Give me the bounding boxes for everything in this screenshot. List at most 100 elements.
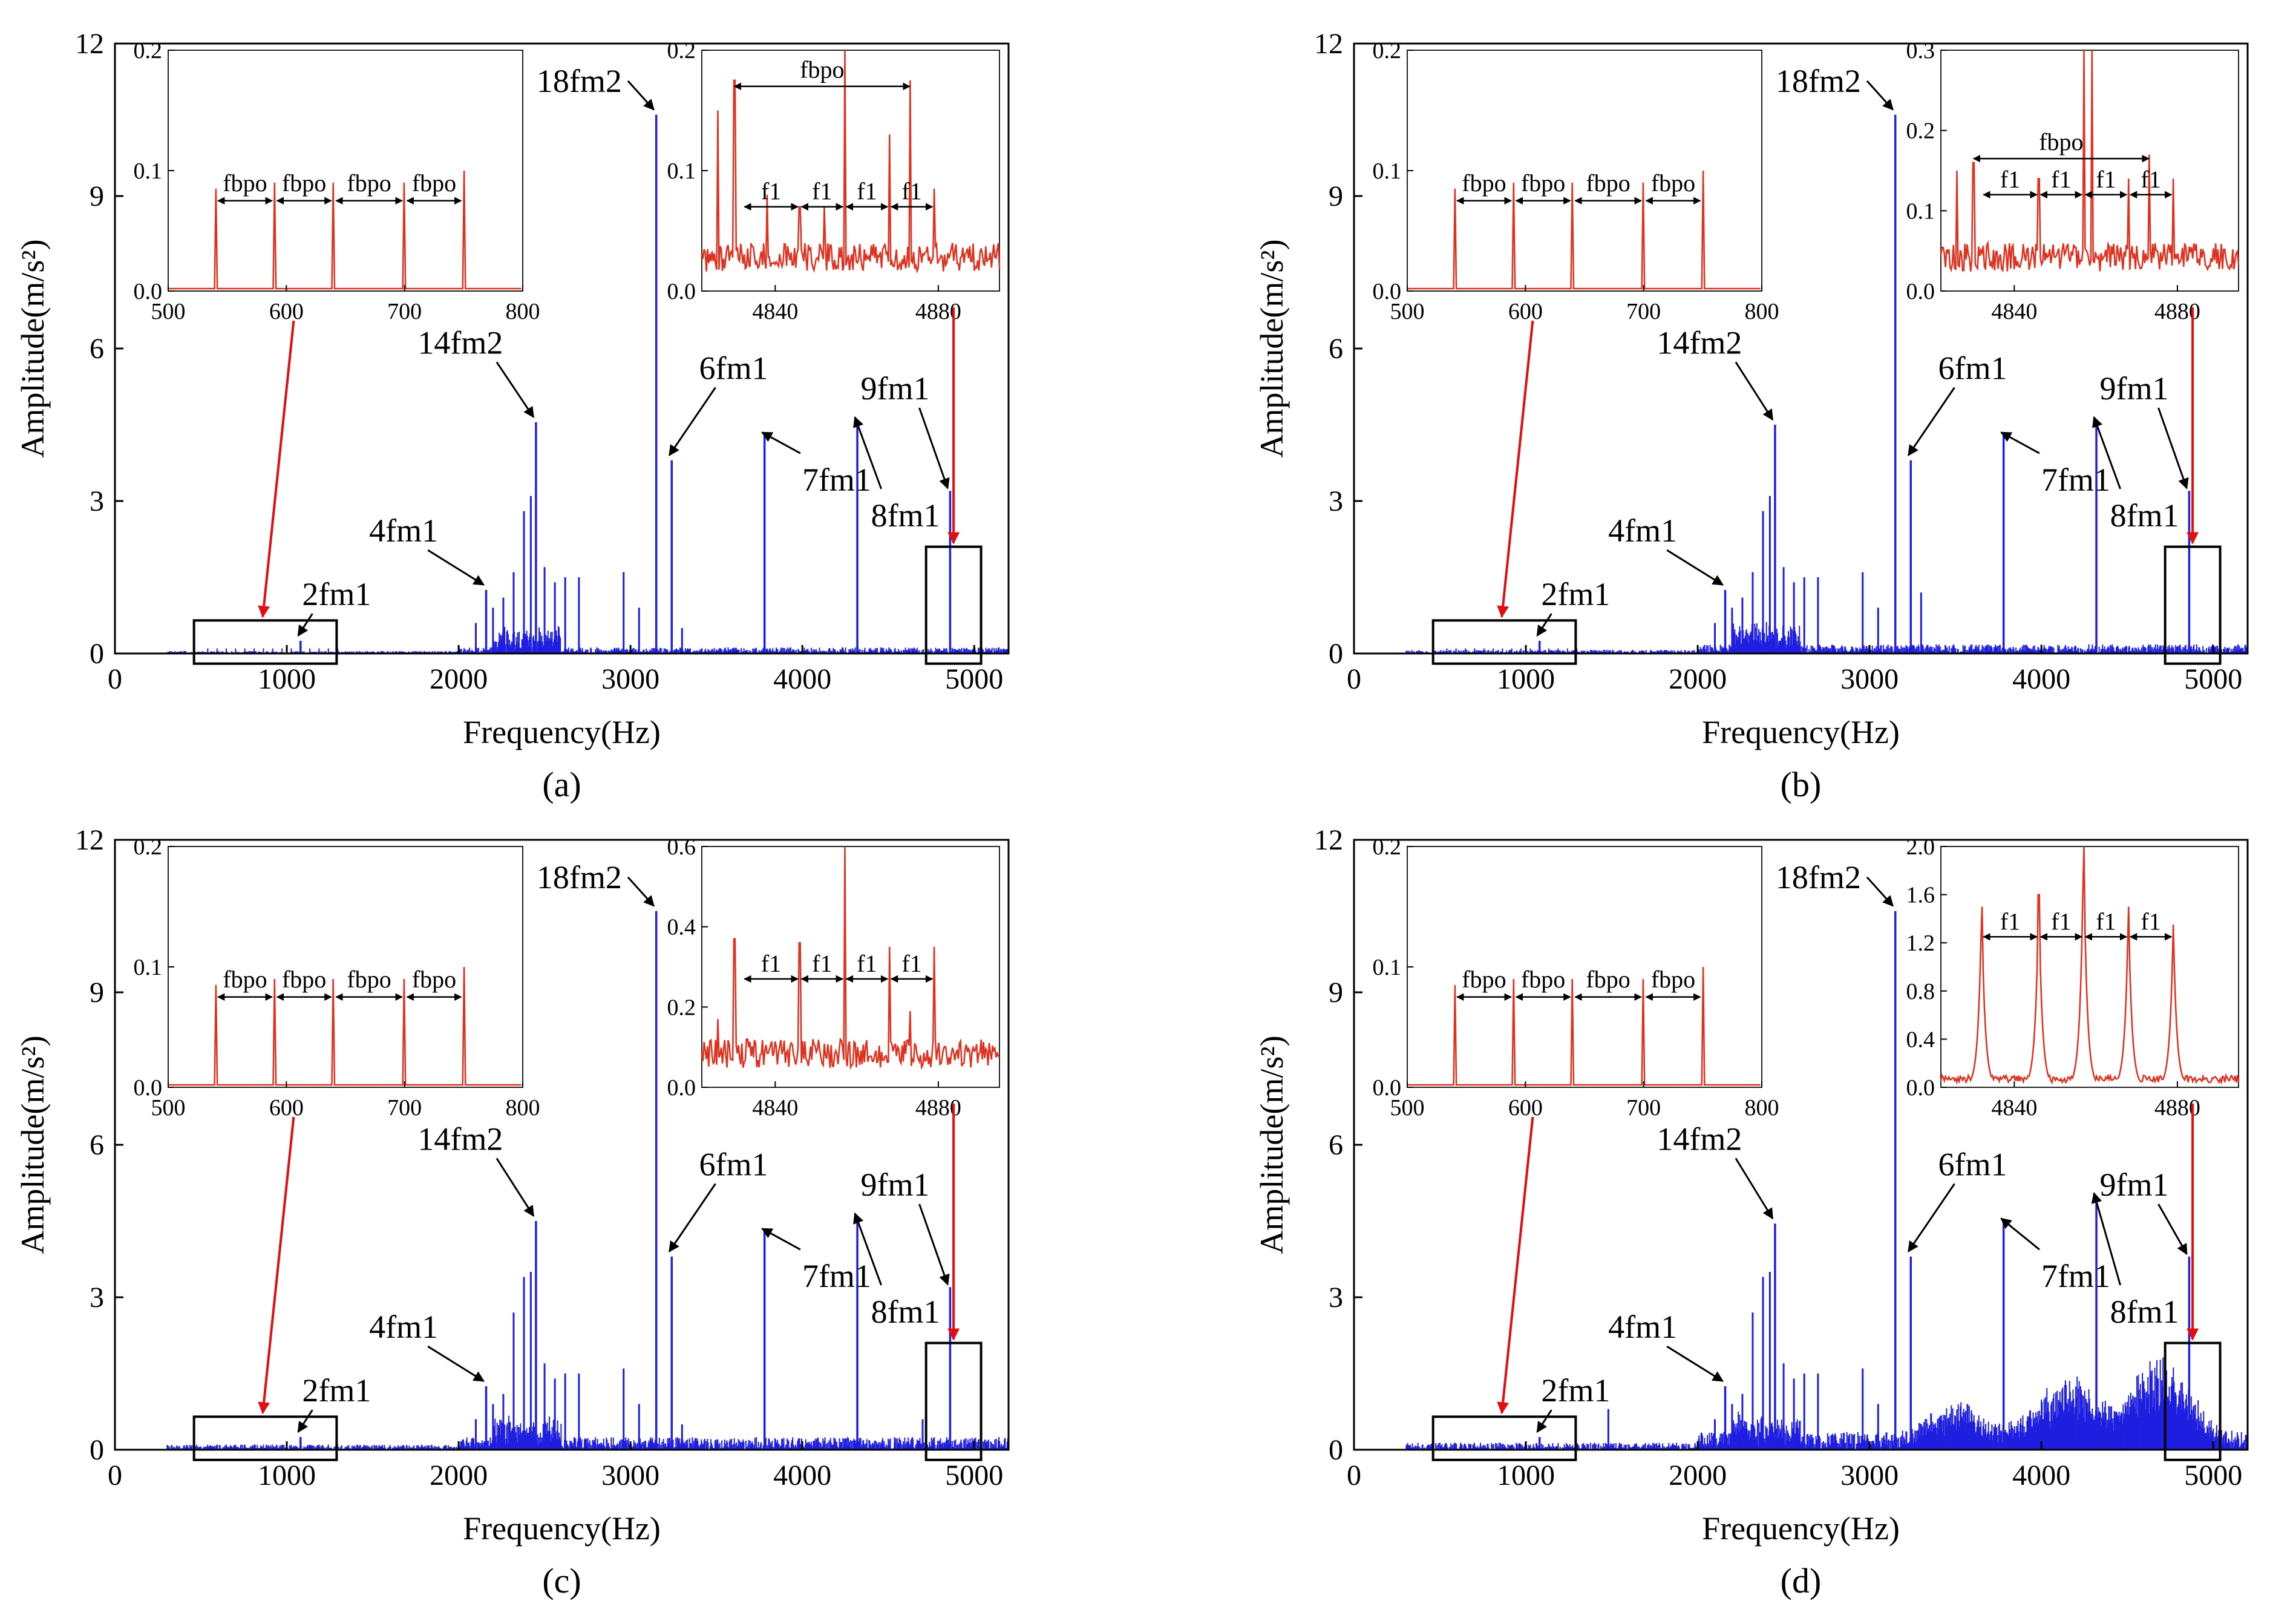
y-tick-label: 9 bbox=[90, 180, 104, 212]
peak-label-2fm1: 2fm1 bbox=[302, 576, 371, 612]
inset-left: 500 600 700 800 0.0 0.1 0.2 fbpo fbpo fbpo fbpo bbox=[134, 834, 540, 1121]
inset-y-tick-label: 0.0 bbox=[134, 1075, 163, 1101]
inset-x-tick-label: 500 bbox=[1390, 299, 1425, 324]
peak-arrow bbox=[1666, 549, 1724, 586]
peak-label-6fm1: 6fm1 bbox=[699, 1146, 768, 1182]
x-tick-label: 5000 bbox=[2184, 1459, 2242, 1491]
span-label: fbpo bbox=[223, 966, 267, 993]
peak-label-7fm1: 7fm1 bbox=[802, 462, 871, 498]
peak-arrow bbox=[427, 1345, 485, 1382]
y-tick-label: 3 bbox=[1329, 485, 1343, 517]
inset-y-tick-label: 0.2 bbox=[667, 995, 696, 1020]
y-tick-label: 6 bbox=[1329, 333, 1343, 365]
peak-label-18fm2: 18fm2 bbox=[537, 63, 622, 99]
peak-arrow bbox=[1536, 613, 1552, 637]
span-label: fbpo bbox=[1462, 169, 1506, 197]
inset-y-tick-label: 0.3 bbox=[1906, 38, 1935, 64]
x-axis-label: Frequency(Hz) bbox=[463, 714, 661, 750]
spacing-label: f1 bbox=[2141, 166, 2160, 193]
zoom-box bbox=[2164, 545, 2222, 665]
peak-arrow bbox=[669, 1183, 716, 1252]
span-label: fbpo bbox=[412, 966, 456, 993]
inset-y-tick-label: 0.2 bbox=[134, 38, 163, 64]
inset-x-tick-label: 600 bbox=[269, 299, 304, 324]
y-tick-label: 6 bbox=[90, 1129, 104, 1161]
peak-arrow bbox=[1908, 387, 1955, 456]
inset-trace bbox=[1407, 170, 1761, 290]
peak-arrow bbox=[496, 1157, 535, 1217]
x-tick-label: 5000 bbox=[945, 1459, 1003, 1491]
inset-y-tick-label: 0.2 bbox=[134, 834, 163, 860]
y-tick-label: 3 bbox=[90, 485, 104, 517]
zoom-box bbox=[192, 619, 338, 665]
x-axis-label: Frequency(Hz) bbox=[1702, 714, 1900, 750]
spacing-label: f1 bbox=[2000, 166, 2020, 193]
inset-frame bbox=[168, 846, 523, 1088]
span-label: fbpo bbox=[282, 169, 326, 197]
peak-arrow bbox=[669, 387, 716, 456]
inset-x-tick-label: 500 bbox=[151, 1095, 186, 1121]
y-tick-label: 0 bbox=[1329, 1434, 1343, 1466]
peak-arrow bbox=[761, 431, 801, 454]
y-axis-label: Amplitude(m/s²) bbox=[15, 1035, 51, 1254]
y-tick-label: 9 bbox=[1329, 180, 1343, 212]
peak-label-6fm1: 6fm1 bbox=[699, 350, 768, 386]
x-axis-label: Frequency(Hz) bbox=[463, 1510, 661, 1547]
spacing-label: f1 bbox=[761, 950, 781, 977]
peak-arrow bbox=[496, 361, 535, 418]
chart-panel-b: 0 1000 2000 3000 4000 5000 0 3 6 9 12 Frequency(Hz)… bbox=[1254, 28, 2249, 804]
peak-label-7fm1: 7fm1 bbox=[2041, 462, 2110, 498]
span-label: fbpo bbox=[1651, 169, 1695, 197]
spacing-label: f1 bbox=[2096, 166, 2116, 193]
inset-x-tick-label: 800 bbox=[506, 1095, 540, 1121]
y-tick-label: 0 bbox=[90, 1434, 104, 1466]
y-tick-label: 0 bbox=[90, 638, 104, 670]
x-tick-label: 3000 bbox=[1840, 1459, 1899, 1491]
peak-arrow bbox=[427, 549, 485, 586]
peak-label-18fm2: 18fm2 bbox=[537, 859, 622, 895]
peak-arrow bbox=[2092, 416, 2121, 489]
x-tick-label: 3000 bbox=[1840, 663, 1899, 695]
x-tick-label: 0 bbox=[108, 663, 122, 695]
inset-x-tick-label: 800 bbox=[1745, 299, 1779, 324]
peak-label-4fm1: 4fm1 bbox=[369, 512, 438, 549]
inset-y-tick-label: 0.1 bbox=[667, 159, 696, 184]
inset-trace bbox=[701, 846, 1001, 1070]
peak-label-18fm2: 18fm2 bbox=[1776, 63, 1861, 99]
spacing-label: f1 bbox=[812, 950, 832, 977]
inset-frame bbox=[1407, 50, 1762, 292]
x-tick-label: 4000 bbox=[2012, 663, 2070, 695]
x-tick-label: 2000 bbox=[1669, 1459, 1727, 1491]
peak-label-14fm2: 14fm2 bbox=[417, 324, 503, 361]
inset-trace bbox=[168, 170, 522, 290]
zoom-pointer-left bbox=[258, 320, 295, 618]
x-tick-label: 5000 bbox=[2184, 663, 2242, 695]
spacing-label: f1 bbox=[812, 178, 832, 205]
zoom-pointer-left bbox=[1497, 320, 1534, 618]
inset-y-tick-label: 0.2 bbox=[1906, 119, 1935, 144]
panel-caption: (a) bbox=[542, 765, 581, 804]
x-tick-label: 5000 bbox=[945, 663, 1003, 695]
inset-x-tick-label: 4840 bbox=[1991, 299, 2037, 324]
y-axis-label: Amplitude(m/s²) bbox=[15, 239, 51, 457]
zoom-box bbox=[924, 545, 983, 665]
peak-label-14fm2: 14fm2 bbox=[1657, 324, 1742, 361]
inset-left: 500 600 700 800 0.0 0.1 0.2 fbpo fbpo fbpo fbpo bbox=[134, 38, 540, 324]
x-tick-label: 3000 bbox=[601, 1459, 659, 1491]
inset-y-tick-label: 0.1 bbox=[134, 955, 163, 980]
y-tick-label: 12 bbox=[75, 824, 104, 856]
inset-x-tick-label: 800 bbox=[506, 299, 540, 324]
peak-label-7fm1: 7fm1 bbox=[802, 1258, 871, 1294]
peak-arrow bbox=[1866, 80, 1894, 111]
inset-trace bbox=[1940, 50, 2240, 273]
y-tick-label: 3 bbox=[90, 1282, 104, 1314]
zoom-pointer-left bbox=[258, 1116, 295, 1415]
chart-panel-a: 0 1000 2000 3000 4000 5000 0 3 6 9 12 Frequency(Hz)… bbox=[15, 28, 1010, 804]
spacing-label: f1 bbox=[761, 178, 781, 205]
inset-y-tick-label: 0.0 bbox=[1906, 279, 1935, 304]
peak-arrow bbox=[918, 407, 950, 489]
inset-x-tick-label: 700 bbox=[387, 299, 422, 324]
inset-y-tick-label: 0.1 bbox=[134, 159, 163, 184]
